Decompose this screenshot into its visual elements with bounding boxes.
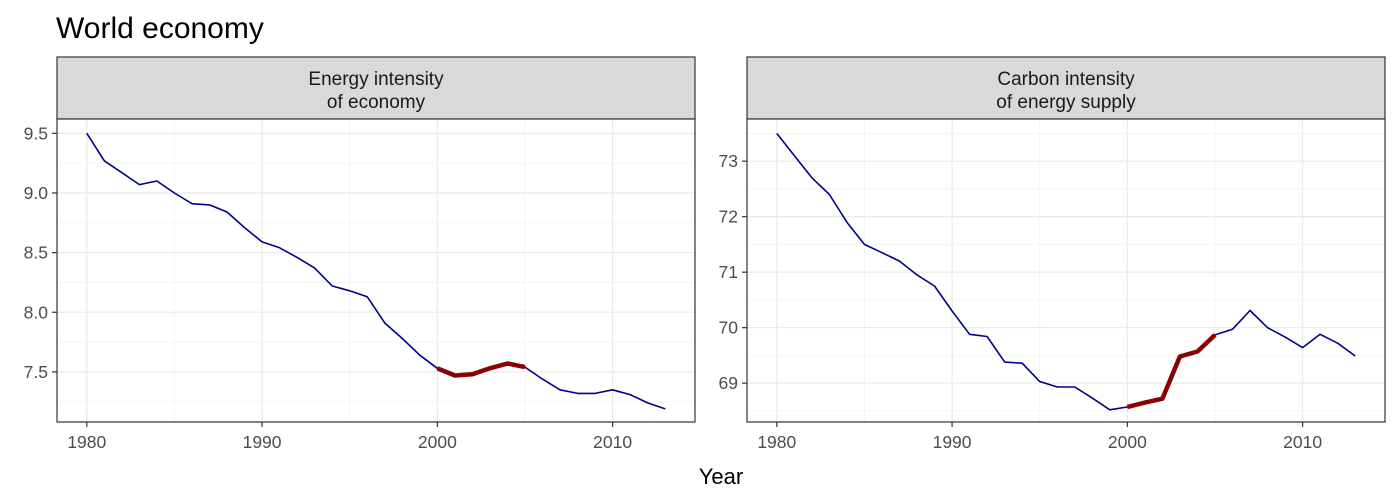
- panel-carbon-intensity: Carbon intensity of energy supply 1980 19…: [719, 56, 1386, 452]
- series-layer: [776, 132, 1356, 411]
- series-line: [776, 132, 1356, 411]
- y-tick-label: 70: [719, 318, 739, 338]
- y-tick-label: 73: [719, 151, 738, 171]
- strip-energy-intensity: [56, 56, 696, 120]
- y-tick-label: 69: [719, 373, 738, 393]
- x-tick-label: 2010: [593, 432, 632, 452]
- panel-border: [746, 118, 1386, 423]
- y-tick-label: 9.5: [24, 123, 48, 143]
- x-tick-label: 1980: [67, 432, 106, 452]
- highlight-segment: [1126, 333, 1217, 410]
- axis-ticks: 1980 1990 2000 2010 69 70 71 72 73: [719, 151, 1323, 452]
- panel-energy-intensity: Energy intensity of economy 1980 1990 2000…: [24, 56, 696, 452]
- x-axis-title: Year: [699, 464, 743, 489]
- highlight-segment: [436, 361, 526, 378]
- plot-area: [747, 119, 1385, 422]
- series-layer: [86, 132, 666, 410]
- strip-carbon-intensity: [746, 56, 1386, 120]
- series-line: [86, 132, 666, 410]
- strip-label-line-2: of energy supply: [996, 92, 1136, 113]
- y-tick-label: 7.5: [24, 362, 48, 382]
- x-tick-label: 2000: [1108, 432, 1147, 452]
- chart-title: World economy: [56, 12, 264, 45]
- x-tick-label: 1990: [933, 432, 972, 452]
- gridlines: [57, 119, 695, 422]
- x-tick-label: 2000: [418, 432, 457, 452]
- strip-label-line-2: of economy: [327, 92, 426, 113]
- y-tick-label: 8.5: [24, 243, 48, 263]
- axis-ticks: 1980 1990 2000 2010 7.5 8.0 8.5 9.0 9.5: [24, 123, 633, 452]
- plot-area: [57, 119, 695, 422]
- y-tick-label: 72: [719, 207, 738, 227]
- x-tick-label: 2010: [1283, 432, 1322, 452]
- y-tick-label: 9.0: [24, 183, 49, 203]
- strip-label-line-1: Energy intensity: [308, 69, 444, 90]
- y-tick-label: 8.0: [24, 302, 49, 322]
- x-tick-label: 1980: [757, 432, 796, 452]
- gridlines: [747, 119, 1385, 422]
- panel-border: [56, 118, 696, 423]
- x-tick-label: 1990: [243, 432, 282, 452]
- y-tick-label: 71: [719, 262, 738, 282]
- strip-label-line-1: Carbon intensity: [997, 69, 1135, 90]
